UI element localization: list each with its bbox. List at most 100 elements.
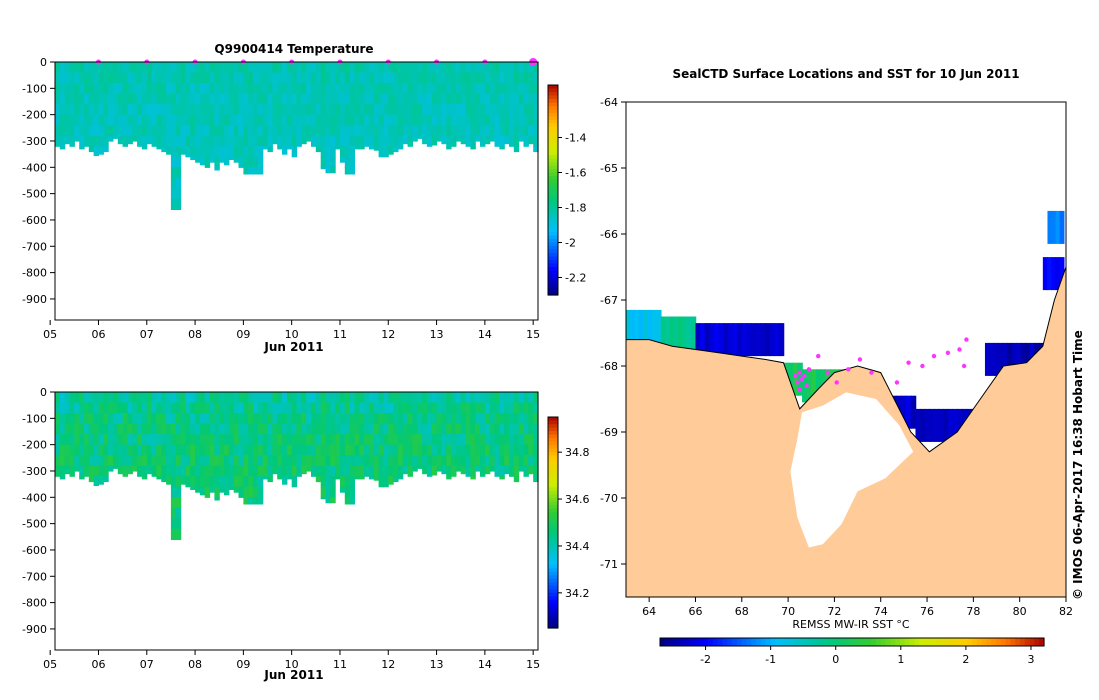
sst-cell [915,408,921,442]
section-cell [504,114,510,126]
section-cell [533,465,539,477]
section-cell [113,83,119,95]
section-cell [412,72,418,84]
section-cell [364,423,370,435]
section-cell [494,135,500,147]
section-cell [199,135,206,147]
colorbar-step [548,239,558,244]
colorbar-step [548,172,558,177]
section-cell [156,465,162,477]
section-cell [388,392,394,404]
section-cell [460,83,467,95]
section-cell [335,62,341,74]
section-cell [170,104,177,116]
section-cell [267,476,273,483]
section-cell [88,455,95,467]
section-cell [262,72,269,84]
section-cell [373,465,380,477]
section-cell [84,392,90,404]
section-cell [74,402,80,414]
colorbar-step [770,638,776,646]
section-cell [451,93,457,105]
section-cell [451,125,457,137]
section-cell [146,83,153,95]
section-cell [291,465,298,477]
section-cell [272,104,278,116]
section-cell [248,135,254,147]
section-cell [436,93,442,105]
section-cell [282,62,288,74]
sst-cell [774,323,780,357]
section-cell [141,455,148,467]
section-cell [484,72,491,84]
section-cell [166,72,172,84]
section-cell [359,135,365,147]
section-cell [59,465,66,477]
section-cell [494,83,500,95]
section-cell [523,114,529,126]
section-cell [364,104,370,116]
section-cell [161,93,167,105]
sst-cell [709,323,715,357]
section-cell [306,135,312,142]
section-cell [238,486,244,498]
section-cell [170,198,177,210]
section-cell [161,114,167,126]
section-cell [93,392,99,404]
colorbar-step [548,561,558,566]
section-cell [277,465,283,477]
section-cell [320,486,327,498]
section-cell [175,423,182,435]
section-cell [214,392,220,404]
section-cell [373,392,380,404]
colorbar-step [548,554,558,559]
section-cell [282,423,288,435]
section-cell [489,465,496,472]
section-cell [422,83,428,95]
section-cell [431,72,438,84]
section-cell [141,114,148,126]
section-cell [397,125,404,137]
section-cell [233,83,240,95]
section-cell [489,72,496,84]
section-cell [151,135,157,147]
colorbar-step [548,585,558,590]
section-cell [74,83,80,95]
section-cell [195,444,201,456]
section-cell [175,83,182,95]
seal-location [894,380,900,385]
lat-tick-label: -70 [600,492,618,505]
section-cell [383,83,389,95]
section-cell [262,114,269,126]
colorbar-step [664,638,671,646]
section-cell [354,392,360,404]
section-cell [330,72,336,84]
section-cell [79,402,85,414]
sst-cell [660,316,666,350]
colorbar-step [674,638,680,646]
section-cell [475,104,481,116]
section-cell [373,444,380,456]
section-cell [195,476,201,488]
section-cell [383,434,389,446]
section-cell [224,413,230,425]
section-cell [108,455,114,467]
section-cell [113,114,119,126]
section-cell [523,392,529,404]
section-cell [441,413,447,425]
section-cell [267,135,273,147]
section-cell [282,83,288,95]
section-cell [494,62,500,74]
section-cell [88,423,95,435]
section-cell [349,156,355,168]
section-cell [286,62,293,74]
section-cell [296,114,302,126]
section-cell [422,72,428,84]
section-cell [523,125,529,137]
section-cell [141,93,148,105]
section-cell [286,135,293,147]
section-cell [373,423,380,435]
section-cell [262,455,269,467]
section-cell [127,135,133,145]
section-cell [484,413,491,425]
